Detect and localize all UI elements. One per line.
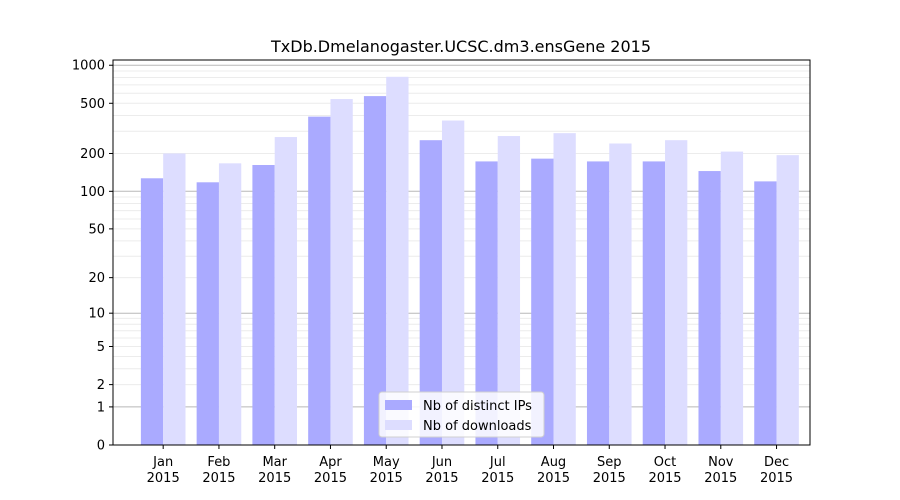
x-tick-label: Jun 2015 <box>425 455 458 486</box>
bar-distinct-ips <box>363 96 387 446</box>
x-tick-label: Sep 2015 <box>593 455 626 486</box>
bar-distinct-ips <box>308 116 331 446</box>
bar-downloads <box>386 76 409 445</box>
x-tick-label: Feb 2015 <box>202 455 235 486</box>
y-tick-label: 100 <box>80 185 105 200</box>
y-tick-label: 2 <box>97 378 105 393</box>
y-tick-label: 200 <box>80 147 105 162</box>
legend-box <box>378 391 545 438</box>
bar-downloads <box>609 143 632 446</box>
bar-downloads <box>330 99 353 445</box>
y-axis: 0 1 2 5 10 20 50 100 200 500 1000 <box>72 59 113 454</box>
bar-distinct-ips <box>140 178 164 446</box>
legend-swatch <box>385 400 412 410</box>
x-tick-label: May 2015 <box>370 455 403 486</box>
bar-distinct-ips <box>642 161 666 445</box>
bar-downloads <box>218 163 242 445</box>
legend-swatch <box>385 420 412 430</box>
legend: Nb of distinct IPs Nb of downloads <box>378 391 545 438</box>
bar-downloads <box>163 153 186 445</box>
bar-downloads <box>441 120 465 446</box>
y-tick-label: 1 <box>97 400 105 415</box>
x-tick-label: Mar 2015 <box>258 455 291 486</box>
bar-downloads <box>274 137 298 445</box>
bar-distinct-ips <box>419 140 442 445</box>
bar-distinct-ips <box>475 161 498 445</box>
legend-label: Nb of distinct IPs <box>423 399 532 414</box>
bar-downloads <box>776 155 799 445</box>
y-tick-label: 1000 <box>72 59 105 74</box>
bar-distinct-ips <box>531 158 554 445</box>
y-tick-label: 10 <box>88 307 105 322</box>
chart-title: TxDb.Dmelanogaster.UCSC.dm3.ensGene 2015 <box>270 37 651 56</box>
x-tick-label: Jan 2015 <box>147 455 180 486</box>
bar-distinct-ips <box>586 161 610 445</box>
bar-distinct-ips <box>698 171 721 445</box>
bar-downloads <box>553 133 576 445</box>
y-tick-label: 20 <box>88 271 105 286</box>
legend-label: Nb of downloads <box>423 419 532 434</box>
x-axis: Jan 2015 Feb 2015 Mar 2015 Apr 2015 May 2015 Jun 20… <box>147 445 793 486</box>
bar-distinct-ips <box>252 165 275 446</box>
plot-frame <box>112 59 811 446</box>
bars <box>140 76 799 446</box>
bar-distinct-ips <box>754 181 777 446</box>
bar-downloads <box>497 136 521 445</box>
y-tick-label: 5 <box>97 340 105 355</box>
x-tick-label: Dec 2015 <box>760 455 793 486</box>
bar-downloads <box>720 151 744 445</box>
bar-downloads <box>665 140 688 445</box>
y-tick-label: 50 <box>88 222 105 237</box>
x-tick-label: Nov 2015 <box>704 455 737 486</box>
x-tick-label: Oct 2015 <box>648 455 681 486</box>
x-tick-label: Aug 2015 <box>537 455 570 486</box>
y-tick-label: 500 <box>80 97 105 112</box>
x-tick-label: Jul 2015 <box>481 455 514 486</box>
bar-distinct-ips <box>196 182 219 445</box>
y-tick-label: 0 <box>97 439 105 454</box>
x-tick-label: Apr 2015 <box>314 455 347 486</box>
